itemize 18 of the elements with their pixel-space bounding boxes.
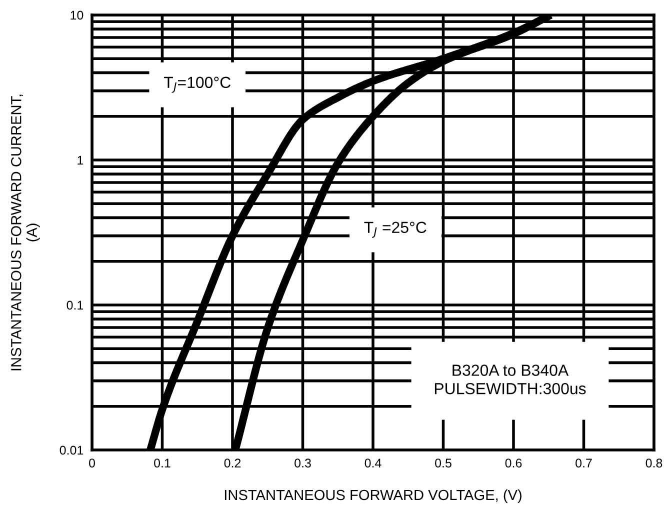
y-tick-label: 10 bbox=[70, 10, 84, 20]
x-tick-label: 0.4 bbox=[364, 458, 382, 468]
x-tick-label: 0.6 bbox=[505, 458, 522, 468]
x-tick-label: 0.8 bbox=[646, 458, 662, 468]
x-tick-label: 0.5 bbox=[435, 458, 452, 468]
y-axis-title: INSTANTANEOUS FORWARD CURRENT, (A) bbox=[10, 94, 40, 370]
annotation: T$_{J}$=100°C bbox=[164, 76, 231, 93]
y-tick-label: 0.1 bbox=[66, 300, 84, 310]
annotation: T$_{J}$ =25°C bbox=[364, 222, 426, 238]
annotation: B320A to B340A PULSEWIDTH:300us bbox=[434, 364, 586, 394]
x-tick-label: 0.2 bbox=[224, 458, 241, 468]
x-tick-label: 0.1 bbox=[154, 458, 170, 468]
x-tick-label: 0 bbox=[89, 458, 95, 468]
x-tick-label: 0.3 bbox=[294, 458, 311, 468]
x-tick-label: 0.7 bbox=[576, 458, 592, 468]
y-tick-label: 1 bbox=[78, 156, 84, 165]
y-tick-label: 0.01 bbox=[60, 446, 84, 455]
x-axis-title: INSTANTANEOUS FORWARD VOLTAGE, (V) bbox=[224, 489, 522, 504]
